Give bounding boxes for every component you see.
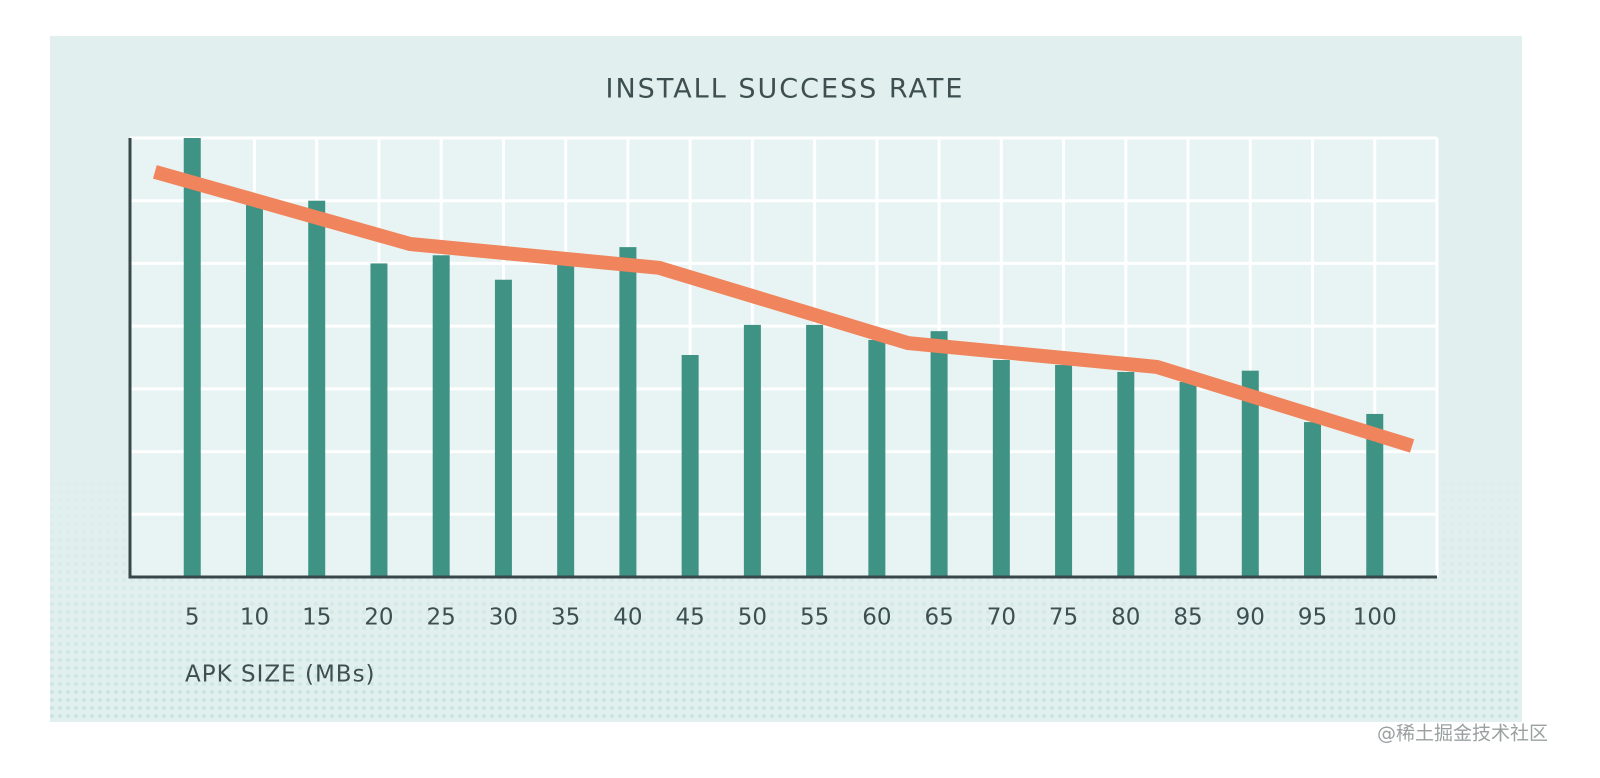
x-tick-label: 25 <box>427 605 456 631</box>
bar <box>494 279 512 577</box>
bar <box>1117 371 1135 577</box>
x-tick-label: 60 <box>862 605 891 631</box>
x-tick-label: 70 <box>987 605 1016 631</box>
bar <box>806 324 824 577</box>
x-tick-label: 15 <box>302 605 331 631</box>
trend-line <box>152 165 1415 453</box>
bar <box>1179 381 1197 577</box>
x-tick-label: 80 <box>1111 605 1140 631</box>
x-tick-label: 30 <box>489 605 518 631</box>
bar <box>743 324 761 577</box>
x-tick-label: 45 <box>676 605 705 631</box>
bar <box>1055 365 1073 577</box>
x-tick-label: 10 <box>240 605 269 631</box>
x-axis-label: APK SIZE (MBs) <box>185 662 376 688</box>
chart-title: INSTALL SUCCESS RATE <box>606 74 965 105</box>
x-tick-label: 55 <box>800 605 829 631</box>
bar <box>1304 422 1322 577</box>
bar <box>1241 370 1259 577</box>
x-tick-label: 65 <box>924 605 953 631</box>
x-tick-label: 40 <box>613 605 642 631</box>
bar <box>370 263 388 577</box>
x-tick-label: 75 <box>1049 605 1078 631</box>
x-tick-label: 35 <box>551 605 580 631</box>
x-tick-label: 85 <box>1173 605 1202 631</box>
plot-background <box>130 138 1437 577</box>
bar <box>245 205 263 577</box>
bar <box>619 247 637 577</box>
watermark: @稀土掘金技术社区 <box>1377 723 1548 745</box>
x-tick-label: 95 <box>1298 605 1327 631</box>
bar <box>1366 413 1384 577</box>
bar <box>432 255 450 578</box>
x-tick-label: 100 <box>1353 605 1397 631</box>
bar <box>557 264 575 577</box>
x-tick-label: 90 <box>1236 605 1265 631</box>
x-tick-label: 5 <box>185 605 200 631</box>
x-tick-label: 20 <box>364 605 393 631</box>
bar <box>308 200 326 577</box>
bar <box>681 354 699 577</box>
bar <box>992 360 1010 577</box>
bar <box>183 138 201 577</box>
bar <box>930 331 948 577</box>
x-tick-label: 50 <box>738 605 767 631</box>
bar <box>868 339 886 577</box>
